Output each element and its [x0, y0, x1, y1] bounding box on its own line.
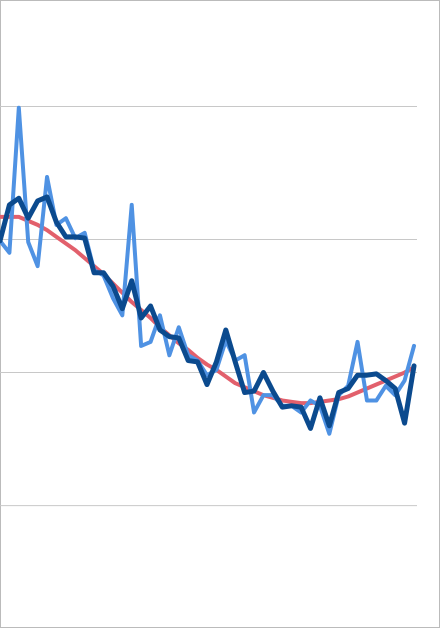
series-line: [0, 194, 417, 431]
series-line: [0, 214, 416, 406]
